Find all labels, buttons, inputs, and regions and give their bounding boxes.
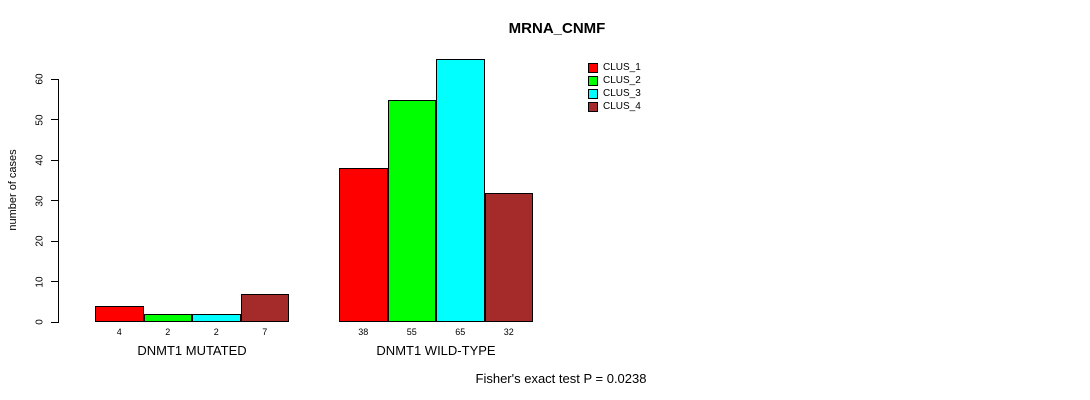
y-tick-mark <box>51 78 59 80</box>
y-tick-label: 0 <box>34 319 46 325</box>
bar-clus_3-group1 <box>192 313 241 322</box>
legend-label: CLUS_1 <box>603 62 641 73</box>
bar-clus_2-group1 <box>143 313 192 322</box>
bar-clus_1-group1 <box>95 305 144 322</box>
bar-value-label: 2 <box>165 327 171 337</box>
legend-swatch-icon <box>588 75 598 86</box>
legend-swatch-icon <box>588 88 598 99</box>
legend: CLUS_1 CLUS_2 CLUS_3 CLUS_4 <box>588 61 641 113</box>
y-tick-mark <box>51 281 59 283</box>
y-tick-mark <box>51 119 59 121</box>
legend-item-clus_1: CLUS_1 <box>588 61 641 74</box>
bar-value-label: 7 <box>262 327 268 337</box>
legend-item-clus_2: CLUS_2 <box>588 74 641 87</box>
bar-clus_2-group2 <box>387 99 436 322</box>
legend-label: CLUS_2 <box>603 75 641 86</box>
bar-value-label: 2 <box>213 327 219 337</box>
legend-swatch-icon <box>588 62 598 73</box>
legend-label: CLUS_4 <box>603 101 641 112</box>
y-axis-label: number of cases <box>7 149 19 231</box>
legend-item-clus_4: CLUS_4 <box>588 100 641 113</box>
legend-label: CLUS_3 <box>603 88 641 99</box>
y-tick-label: 20 <box>34 235 46 247</box>
y-tick-label: 60 <box>34 73 46 85</box>
y-tick-label: 30 <box>34 195 46 207</box>
bar-clus_4-group2 <box>484 192 533 322</box>
bar-value-label: 55 <box>406 327 417 337</box>
bar-clus_4-group1 <box>240 293 289 322</box>
y-tick-mark <box>51 159 59 161</box>
y-tick-label: 40 <box>34 154 46 166</box>
bar-value-label: 65 <box>455 327 466 337</box>
y-tick-label: 10 <box>34 275 46 288</box>
y-tick-label: 50 <box>34 114 46 126</box>
bar-value-label: 32 <box>503 327 514 337</box>
y-tick-mark <box>51 240 59 242</box>
bar-clus_3-group2 <box>436 59 485 322</box>
category-label-1: DNMT1 MUTATED <box>137 343 247 358</box>
bar-value-label: 4 <box>116 327 122 337</box>
fisher-test-annotation: Fisher's exact test P = 0.0238 <box>475 371 647 386</box>
bar-clus_1-group2 <box>339 168 388 322</box>
bar-value-label: 38 <box>358 327 369 337</box>
y-tick-mark <box>51 200 59 202</box>
legend-item-clus_3: CLUS_3 <box>588 87 641 100</box>
category-label-2: DNMT1 WILD-TYPE <box>376 343 496 358</box>
chart-title: MRNA_CNMF <box>508 20 606 37</box>
y-tick-mark <box>51 321 59 323</box>
legend-swatch-icon <box>588 101 598 112</box>
